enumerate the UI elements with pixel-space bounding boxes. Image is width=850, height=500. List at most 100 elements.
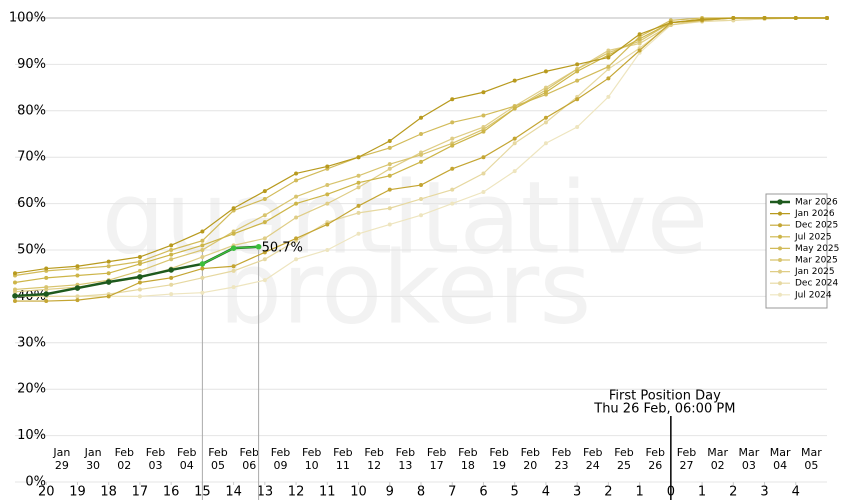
x-tick-label: 3 xyxy=(760,485,768,500)
date-tick-label: 12 xyxy=(367,459,381,472)
series-point xyxy=(169,252,174,257)
series-point xyxy=(606,94,611,99)
series-point xyxy=(419,132,423,136)
date-tick-label: 27 xyxy=(679,459,693,472)
legend-dot xyxy=(778,269,782,274)
series-point xyxy=(231,268,236,273)
date-tick-label: 05 xyxy=(211,459,225,472)
legend-label: Jul 2025 xyxy=(794,232,832,242)
series-point xyxy=(262,220,267,225)
series-point xyxy=(75,264,80,269)
series-point xyxy=(169,292,174,297)
series-point xyxy=(543,69,548,74)
series-point xyxy=(169,282,174,287)
series-point xyxy=(262,236,267,241)
legend-label: Mar 2026 xyxy=(795,198,838,208)
series-point xyxy=(44,299,49,304)
annotation: First Position Day xyxy=(609,389,721,404)
x-tick-label: 20 xyxy=(38,485,55,500)
date-tick-label: 23 xyxy=(555,459,569,472)
series-point xyxy=(481,90,486,95)
series-point xyxy=(294,257,299,262)
date-tick-label: Jan xyxy=(52,446,70,459)
series-point xyxy=(356,231,361,236)
x-tick-label: 4 xyxy=(792,485,800,500)
series-point xyxy=(606,55,611,60)
date-tick-label: Feb xyxy=(552,446,571,459)
date-tick-label: 04 xyxy=(773,459,787,472)
series-point xyxy=(137,254,142,259)
x-tick-label: 2 xyxy=(729,485,737,500)
series-point xyxy=(294,194,299,199)
series-point xyxy=(762,16,767,20)
y-tick-label: 0% xyxy=(25,475,46,490)
x-tick-label: 12 xyxy=(288,485,305,500)
series-point xyxy=(387,206,392,211)
series-point xyxy=(450,120,455,125)
legend-label: Mar 2025 xyxy=(795,256,838,266)
date-tick-label: 04 xyxy=(180,459,194,472)
series-point xyxy=(325,164,330,169)
series-point xyxy=(106,271,111,276)
series-point xyxy=(44,275,49,280)
series-point xyxy=(450,187,455,192)
series-point xyxy=(481,190,486,194)
series-point xyxy=(668,20,673,25)
series-point xyxy=(200,275,205,280)
series-point xyxy=(387,173,392,178)
series-point xyxy=(450,136,455,141)
series-point xyxy=(294,171,299,176)
date-tick-label: 20 xyxy=(523,459,537,472)
x-tick-label: 19 xyxy=(69,485,86,500)
date-tick-label: Feb xyxy=(521,446,540,459)
date-tick-label: Feb xyxy=(458,446,477,459)
legend-label: Jul 2024 xyxy=(794,290,832,300)
series-point xyxy=(169,243,174,248)
series-point xyxy=(387,145,392,150)
series-point xyxy=(512,136,517,141)
series-point xyxy=(75,298,80,303)
series-point xyxy=(606,64,611,69)
date-tick-label: Feb xyxy=(427,446,446,459)
series-point xyxy=(74,285,81,291)
series-point xyxy=(543,90,548,95)
x-tick-label: 4 xyxy=(542,485,550,500)
x-tick-label: 14 xyxy=(225,485,242,500)
series-point xyxy=(13,271,17,276)
legend-dot xyxy=(778,292,782,297)
date-tick-label: 29 xyxy=(55,459,69,472)
date-tick-label: 10 xyxy=(305,459,319,472)
series-point xyxy=(75,273,80,278)
series-point xyxy=(106,264,111,269)
series-point xyxy=(512,78,517,83)
series-point xyxy=(419,183,423,188)
series-point xyxy=(294,215,299,220)
series-point xyxy=(575,97,580,102)
x-tick-label: 18 xyxy=(100,485,117,500)
series-point xyxy=(419,152,423,157)
series-point xyxy=(169,248,174,252)
date-tick-label: Feb xyxy=(177,446,196,459)
series-point xyxy=(419,196,423,201)
date-tick-label: 02 xyxy=(711,459,725,472)
date-tick-label: Feb xyxy=(583,446,602,459)
date-tick-label: 18 xyxy=(461,459,475,472)
series-point xyxy=(199,261,206,267)
date-tick-label: Feb xyxy=(271,446,290,459)
y-tick-label: 30% xyxy=(17,335,46,350)
series-point xyxy=(262,189,267,194)
series-point xyxy=(168,267,174,273)
series-point xyxy=(200,254,205,259)
date-tick-label: 05 xyxy=(804,459,818,472)
date-tick-label: 03 xyxy=(742,459,756,472)
series-point xyxy=(13,280,17,285)
x-tick-label: 16 xyxy=(163,485,180,500)
series-point xyxy=(356,185,361,190)
series-point xyxy=(481,155,486,160)
series-point xyxy=(419,213,423,218)
series-point xyxy=(700,17,705,22)
y-tick-label: 20% xyxy=(17,382,46,397)
date-tick-label: Feb xyxy=(146,446,165,459)
